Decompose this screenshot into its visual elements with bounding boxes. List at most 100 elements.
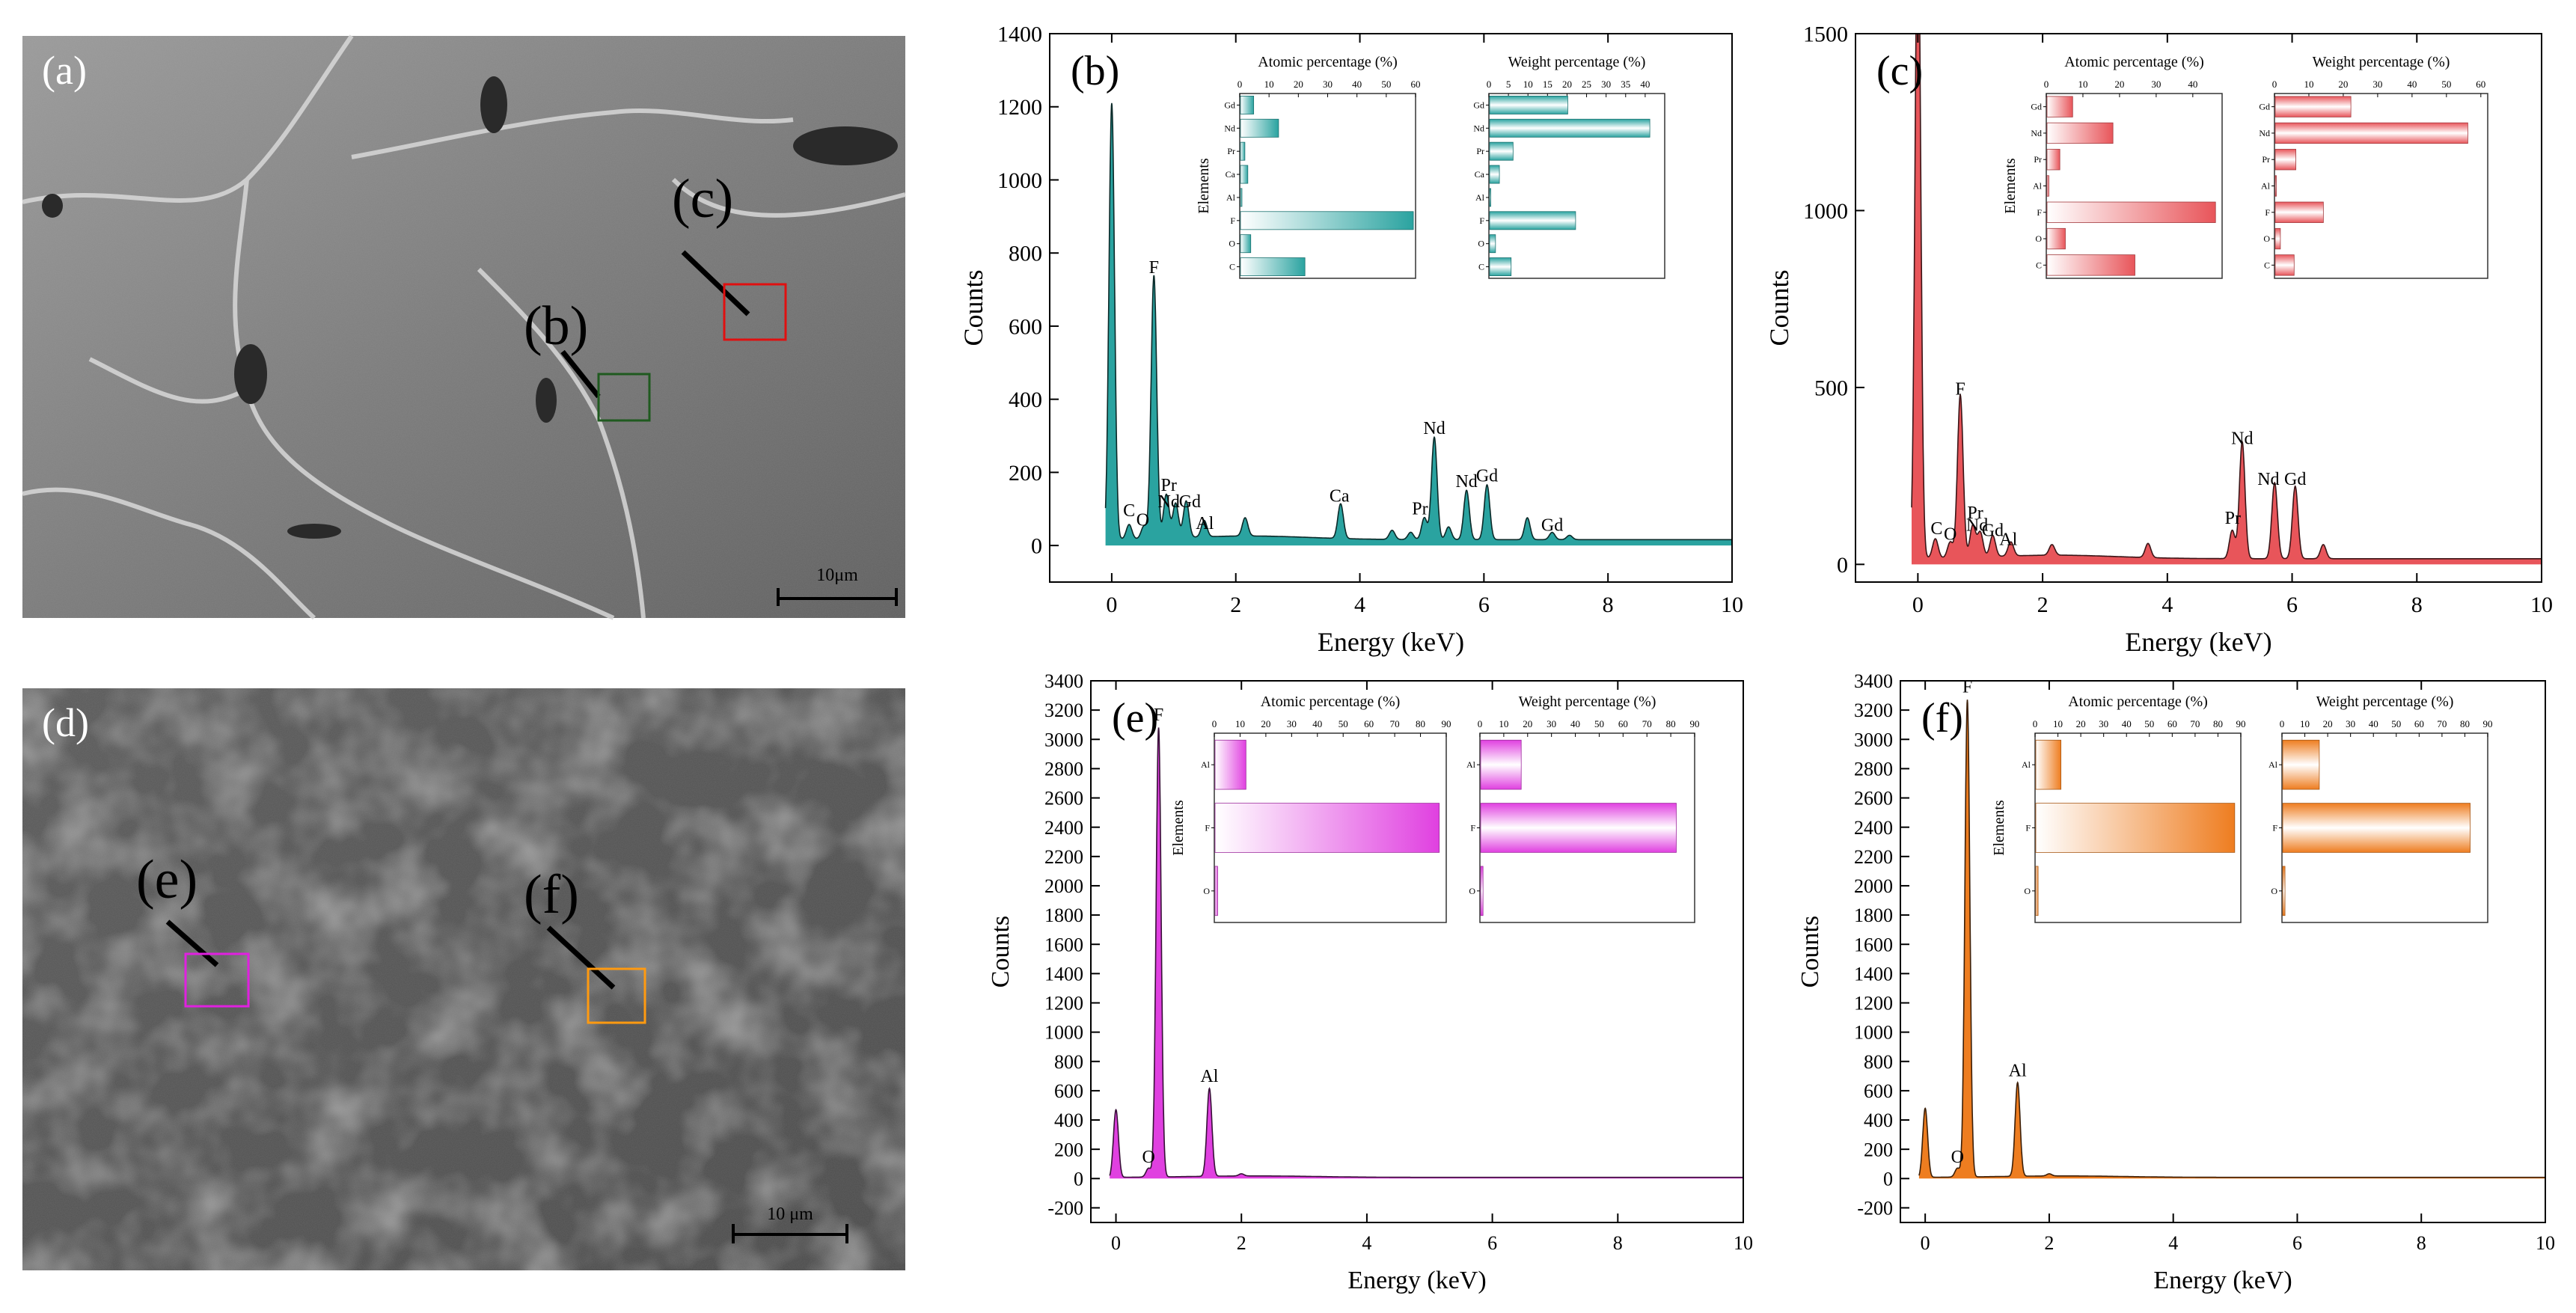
inset-category-label: Gd — [1473, 100, 1484, 110]
inset-tick-label: 20 — [1261, 718, 1270, 729]
y-tick-label: 1600 — [1854, 934, 1893, 955]
y-tick-label: 3200 — [1854, 700, 1893, 721]
peak-label-Pr: Pr — [1967, 504, 1983, 523]
inset-y-label: Elements — [2002, 158, 2019, 214]
inset-category-label: F — [2265, 207, 2270, 218]
marker-f: (f) — [524, 864, 646, 1024]
eds-chart-e: 0 2 4 6 8 10-20002004006008001000120014001600… — [987, 670, 1753, 1294]
inset-title: Atomic percentage (%) — [1261, 694, 1401, 710]
inset-category-label: F — [1479, 215, 1484, 226]
plot-frame — [1090, 680, 1744, 1223]
inset-category-label: F — [1205, 823, 1210, 833]
inset-weight-chart: Weight percentage (%) 0 10 20 30 40 50 60 70 80 90… — [1466, 694, 1700, 923]
inset-tick-label: 90 — [1690, 718, 1700, 729]
panel-letter: (e) — [1112, 695, 1158, 741]
inset-atomic-chart: Atomic percentage (%) 0 10 20 30 40 Gd Nd Pr Al F O… — [2002, 54, 2223, 279]
inset-tick-label: 60 — [2167, 718, 2177, 729]
inset-category-label: C — [2264, 260, 2270, 270]
x-tick-label: 2 — [2037, 593, 2049, 617]
y-tick-label: 800 — [1054, 1051, 1083, 1073]
inset-category-label: Ca — [1226, 169, 1236, 180]
x-tick-label: 4 — [2168, 1232, 2178, 1254]
inset-tick-label: 20 — [2338, 79, 2348, 90]
inset-category-label: Pr — [2034, 154, 2042, 165]
peak-label-O: O — [1142, 1148, 1154, 1167]
x-tick-label: 4 — [1362, 1232, 1371, 1254]
peak-label-F: F — [1955, 379, 1965, 399]
inset-category-label: F — [1230, 215, 1235, 226]
y-axis-label: Counts — [958, 269, 988, 346]
y-tick-label: 3200 — [1044, 700, 1083, 721]
inset-category-label: Al — [2261, 181, 2271, 192]
marker-f-box — [587, 967, 646, 1024]
inset-tick-label: 40 — [1312, 718, 1322, 729]
inset-tick-label: 80 — [1666, 718, 1676, 729]
inset-tick-label: 15 — [1543, 79, 1552, 90]
inset-category-label: O — [1203, 886, 1210, 896]
x-tick-label: 8 — [1613, 1232, 1623, 1254]
spectrum-plot-area — [1109, 727, 1743, 1179]
inset-tick-label: 0 — [2044, 79, 2049, 90]
inset-tick-label: 40 — [1570, 718, 1580, 729]
x-tick-label: 6 — [1478, 593, 1490, 617]
inset-title: Atomic percentage (%) — [2068, 694, 2208, 710]
inset-bar-C — [2274, 254, 2295, 276]
y-tick-label: 600 — [1054, 1080, 1083, 1102]
peak-label-O: O — [1136, 510, 1149, 530]
y-tick-label: 1000 — [1803, 199, 1848, 224]
inset-bar-Al — [1240, 188, 1243, 207]
spectrum-plot-area — [1918, 700, 2545, 1179]
peak-label-Nd: Nd — [1158, 492, 1180, 512]
inset-tick-label: 10 — [2053, 718, 2063, 729]
peak-label-F: F — [1962, 678, 1972, 697]
inset-bar-C — [2046, 254, 2135, 276]
inset-tick-label: 60 — [2414, 718, 2424, 729]
y-tick-label: 500 — [1814, 376, 1848, 400]
inset-category-label: O — [1478, 239, 1484, 249]
x-tick-label: 0 — [1921, 1232, 1930, 1254]
inset-tick-label: 50 — [2441, 79, 2451, 90]
inset-category-label: O — [1469, 886, 1475, 896]
spectrum-line — [1918, 700, 2545, 1178]
inset-category-label: O — [2024, 886, 2031, 896]
peak-label-Gd: Gd — [1541, 516, 1563, 536]
inset-tick-label: 20 — [2076, 718, 2086, 729]
y-tick-label: 3400 — [1854, 670, 1893, 692]
inset-title: Weight percentage (%) — [2313, 54, 2450, 70]
x-tick-label: 4 — [2162, 593, 2173, 617]
inset-tick-label: 60 — [1364, 718, 1374, 729]
inset-title: Weight percentage (%) — [1519, 694, 1656, 710]
y-tick-label: 0 — [1074, 1168, 1083, 1190]
inset-bar-Al — [1480, 739, 1522, 790]
inset-category-label: Gd — [2259, 102, 2270, 112]
sem-panel-d: (e) (f) 10 μm (d) — [22, 688, 905, 1270]
inset-bar-Gd — [2274, 96, 2352, 117]
y-tick-label: 1200 — [1854, 993, 1893, 1014]
scale-bar-a-label: 10μm — [816, 566, 858, 585]
y-tick-label: 600 — [1009, 314, 1042, 339]
marker-f-line — [546, 925, 616, 990]
inset-frame — [2274, 93, 2488, 279]
x-tick-label: 2 — [1230, 593, 1241, 617]
peak-label-F: F — [1149, 258, 1159, 278]
inset-bar-F — [2282, 803, 2471, 853]
inset-tick-label: 10 — [1523, 79, 1533, 90]
peak-label-O: O — [1951, 1148, 1964, 1167]
inset-tick-label: 30 — [1546, 718, 1556, 729]
peak-label-Gd: Gd — [1982, 521, 2004, 541]
inset-tick-label: 40 — [2122, 718, 2132, 729]
inset-category-label: Al — [1201, 759, 1211, 770]
inset-category-label: Al — [2033, 181, 2043, 192]
peak-label-Pr: Pr — [1412, 500, 1428, 519]
y-tick-label: 2600 — [1044, 788, 1083, 809]
inset-category-label: Nd — [1473, 123, 1484, 133]
inset-bar-F — [1480, 803, 1677, 853]
inset-tick-label: 30 — [2372, 79, 2382, 90]
inset-category-label: Al — [2022, 759, 2031, 770]
inset-category-label: F — [1470, 823, 1475, 833]
inset-bar-O — [1489, 234, 1496, 254]
y-tick-label: 600 — [1864, 1080, 1893, 1102]
